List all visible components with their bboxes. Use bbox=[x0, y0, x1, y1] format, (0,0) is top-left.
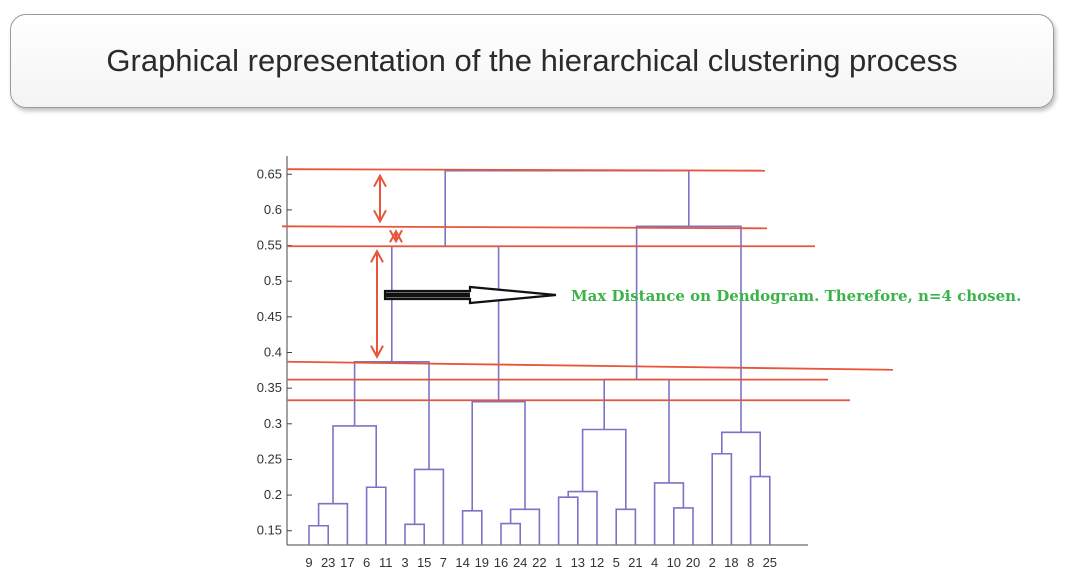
y-tick-label: 0.6 bbox=[264, 202, 282, 217]
leaf-label: 22 bbox=[532, 555, 546, 570]
leaf-label: 6 bbox=[363, 555, 370, 570]
dendrogram-link bbox=[353, 360, 430, 470]
leaf-label: 18 bbox=[724, 555, 738, 570]
y-tick-label: 0.45 bbox=[257, 309, 282, 324]
dendrogram-link bbox=[749, 475, 771, 545]
leaf-label: 1 bbox=[555, 555, 562, 570]
pointer-arrow bbox=[383, 285, 557, 305]
arrow-head bbox=[373, 173, 387, 188]
leaf-label: 4 bbox=[651, 555, 658, 570]
title-banner: Graphical representation of the hierarch… bbox=[10, 14, 1054, 108]
arrow-head bbox=[370, 345, 384, 359]
leaf-label: 5 bbox=[613, 555, 620, 570]
dendrogram-link bbox=[721, 431, 761, 477]
leaf-label: 10 bbox=[667, 555, 681, 570]
leaf-label: 21 bbox=[628, 555, 642, 570]
dendrogram-link bbox=[635, 225, 742, 433]
dendrogram-link bbox=[461, 509, 483, 545]
dendrogram-link bbox=[509, 508, 541, 545]
leaf-label: 11 bbox=[379, 555, 393, 570]
annotation-text: Max Distance on Dendogram. Therefore, n=… bbox=[571, 287, 1021, 305]
dendrogram-link bbox=[653, 482, 685, 545]
dendrogram-link bbox=[603, 378, 670, 483]
dendrogram-link bbox=[308, 524, 329, 545]
leaf-label: 19 bbox=[475, 555, 489, 570]
cut-line bbox=[286, 168, 766, 172]
y-tick-label: 0.55 bbox=[257, 238, 282, 253]
leaf-label: 9 bbox=[305, 555, 312, 570]
dendrogram-link bbox=[365, 486, 387, 545]
leaf-label: 20 bbox=[686, 555, 700, 570]
leaf-label: 15 bbox=[417, 555, 431, 570]
leaf-label: 13 bbox=[571, 555, 585, 570]
arrow-head bbox=[373, 209, 387, 224]
leaf-label: 3 bbox=[401, 555, 408, 570]
leaf-label: 17 bbox=[340, 555, 354, 570]
cut-lines bbox=[281, 168, 894, 402]
leaf-label: 12 bbox=[590, 555, 604, 570]
dendrogram-link bbox=[444, 169, 690, 247]
distance-arrows bbox=[370, 173, 403, 359]
y-tick-label: 0.35 bbox=[257, 380, 282, 395]
dendrogram-link bbox=[557, 496, 579, 545]
dendrogram-link bbox=[391, 245, 500, 402]
dendrogram-link bbox=[332, 425, 377, 504]
y-tick-label: 0.4 bbox=[264, 345, 282, 360]
arrow-head bbox=[389, 229, 403, 244]
dendrogram-link bbox=[567, 490, 598, 545]
leaf-label: 7 bbox=[440, 555, 447, 570]
leaf-label: 25 bbox=[763, 555, 777, 570]
y-tick-label: 0.65 bbox=[257, 166, 282, 181]
dendrogram-link bbox=[471, 400, 526, 511]
dendrogram-link bbox=[711, 452, 733, 545]
dendrogram-link bbox=[404, 523, 425, 545]
leaf-label: 24 bbox=[513, 555, 527, 570]
dendrogram-link bbox=[581, 428, 627, 510]
leaf-label: 8 bbox=[747, 555, 754, 570]
dendrogram-link bbox=[673, 507, 694, 545]
y-tick-label: 0.3 bbox=[264, 416, 282, 431]
y-tick-label: 0.2 bbox=[264, 487, 282, 502]
dendrogram-link bbox=[500, 522, 521, 545]
leaf-label: 16 bbox=[494, 555, 508, 570]
slide-title: Graphical representation of the hierarch… bbox=[106, 43, 958, 78]
y-tick-label: 0.15 bbox=[257, 523, 282, 538]
leaf-label: 23 bbox=[321, 555, 335, 570]
dendrogram-link bbox=[317, 502, 349, 545]
y-tick-label: 0.5 bbox=[264, 273, 282, 288]
dendrogram-link bbox=[413, 468, 445, 545]
leaf-label: 2 bbox=[709, 555, 716, 570]
y-tick-label: 0.25 bbox=[257, 451, 282, 466]
dendrogram-link bbox=[615, 508, 637, 545]
cut-line bbox=[281, 225, 768, 230]
leaf-label: 14 bbox=[455, 555, 469, 570]
arrow-head bbox=[389, 229, 403, 243]
pointer-arrow-shape bbox=[383, 285, 557, 305]
y-axis: 0.15 0.2 0.25 0.3 0.35 0.4 0.45 0.5 0.55 0.6 0.65 bbox=[257, 156, 808, 546]
cut-line bbox=[286, 360, 894, 371]
arrow-head bbox=[370, 249, 384, 263]
leaf-labels: 9 23 17 6 11 3 15 7 14 19 16 24 22 1 13 12 5 21 4 10 20 2 18 8 2… bbox=[305, 555, 777, 570]
